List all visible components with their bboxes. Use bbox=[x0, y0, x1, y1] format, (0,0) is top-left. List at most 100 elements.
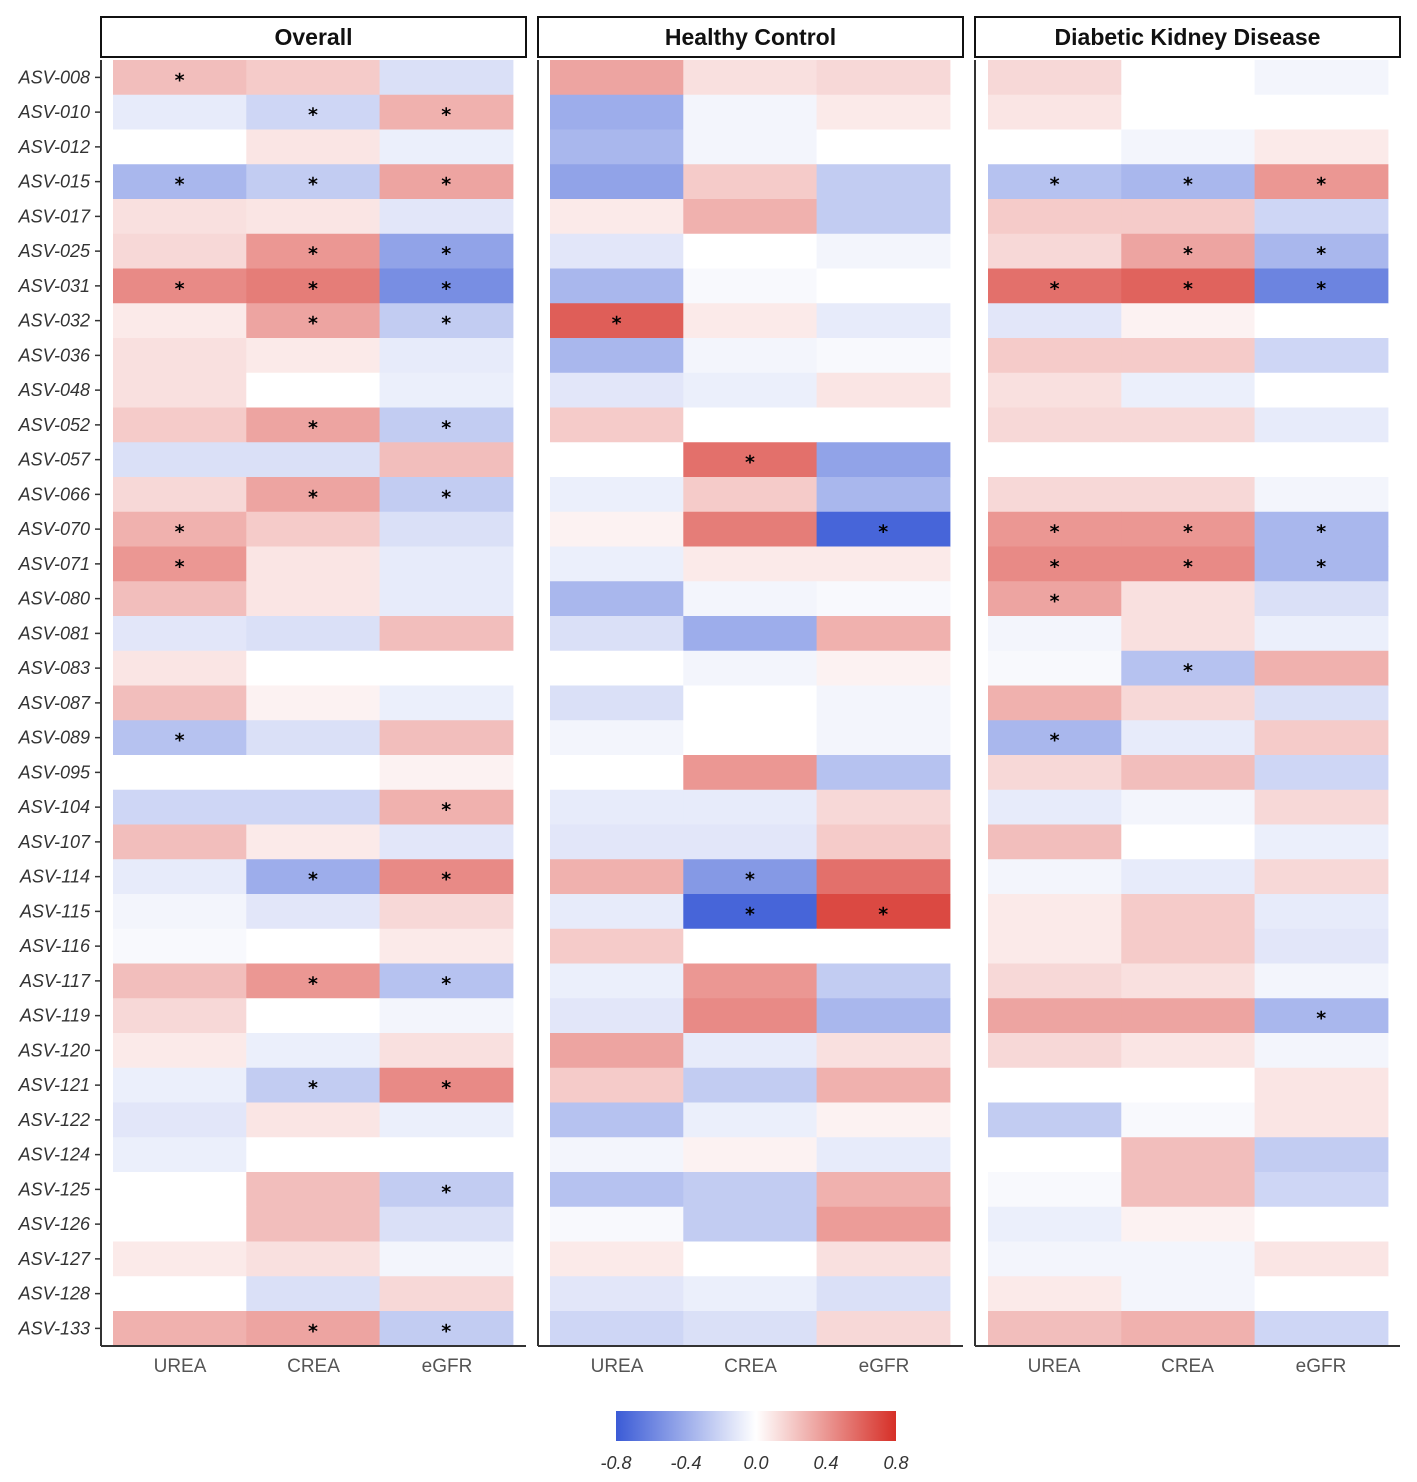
significance-marker: * bbox=[308, 973, 318, 995]
heatmap-cell bbox=[683, 824, 818, 860]
heatmap-cell bbox=[1121, 511, 1256, 547]
y-tick-label: ASV-008 bbox=[18, 67, 90, 87]
heatmap-cell bbox=[550, 1102, 684, 1138]
significance-marker: * bbox=[441, 973, 451, 995]
heatmap-cell bbox=[988, 581, 1122, 617]
heatmap-cell bbox=[816, 1276, 951, 1312]
x-ticks-overall: UREA CREA eGFR bbox=[154, 1356, 473, 1377]
heatmap-cell bbox=[246, 1102, 381, 1138]
heatmap-cell bbox=[1121, 963, 1256, 999]
heatmap-cell bbox=[988, 720, 1122, 756]
significance-marker: * bbox=[1183, 174, 1193, 196]
heatmap-cell bbox=[683, 859, 818, 895]
significance-marker: * bbox=[308, 104, 318, 126]
heatmap-cell bbox=[988, 199, 1122, 235]
heatmap-cell bbox=[988, 407, 1122, 443]
heatmap-cell bbox=[1121, 60, 1256, 96]
heatmap-cell bbox=[1254, 94, 1389, 130]
heatmap-cell bbox=[1254, 1276, 1389, 1312]
y-tick-label: ASV-081 bbox=[18, 623, 90, 643]
heatmap-cell bbox=[816, 129, 951, 165]
heatmap-cell bbox=[379, 1033, 514, 1069]
significance-marker: * bbox=[878, 521, 888, 543]
heatmap-cell bbox=[113, 1206, 247, 1242]
significance-marker: * bbox=[441, 1181, 451, 1203]
y-tick-label: ASV-127 bbox=[18, 1249, 91, 1269]
heatmap-cell bbox=[1254, 233, 1389, 269]
heatmap-cell bbox=[683, 60, 818, 96]
heatmap-cell bbox=[1254, 1311, 1389, 1347]
heatmap-cell bbox=[550, 303, 684, 339]
heatmap-cell bbox=[816, 303, 951, 339]
significance-marker: * bbox=[1183, 521, 1193, 543]
heatmap-cell bbox=[988, 303, 1122, 339]
heatmap-cell bbox=[1254, 268, 1389, 304]
color-legend-tick-label: -0.8 bbox=[600, 1453, 631, 1473]
heatmap-cell bbox=[379, 199, 514, 235]
significance-marker: * bbox=[441, 313, 451, 335]
heatmap-cell bbox=[816, 1102, 951, 1138]
heatmap-cell bbox=[246, 1206, 381, 1242]
color-legend-tick-label: 0.8 bbox=[883, 1453, 908, 1473]
heatmap-cell bbox=[683, 407, 818, 443]
heatmap-cell bbox=[1121, 928, 1256, 964]
heatmap-cell bbox=[550, 1067, 684, 1103]
heatmap-cell bbox=[379, 94, 514, 130]
heatmap-cell bbox=[683, 789, 818, 825]
heatmap-cell bbox=[988, 338, 1122, 374]
heatmap-cell bbox=[113, 1311, 247, 1347]
y-tick-label: ASV-133 bbox=[18, 1318, 90, 1338]
heatmap-cell bbox=[988, 1311, 1122, 1347]
heatmap-cell bbox=[113, 755, 247, 791]
heatmap-cell bbox=[379, 129, 514, 165]
significance-marker: * bbox=[441, 869, 451, 891]
heatmap-cell bbox=[683, 1033, 818, 1069]
heatmap-cell bbox=[379, 789, 514, 825]
heatmap-cell bbox=[988, 755, 1122, 791]
y-tick-label: ASV-115 bbox=[19, 901, 91, 921]
x-tick-label: eGFR bbox=[859, 1356, 910, 1377]
heatmap-cell bbox=[683, 581, 818, 617]
heatmap-cell bbox=[379, 1241, 514, 1277]
heatmap-cell bbox=[246, 94, 381, 130]
heatmap-cell bbox=[550, 824, 684, 860]
heatmap-cell bbox=[1121, 129, 1256, 165]
heatmap-cell bbox=[683, 1172, 818, 1208]
heatmap-cell bbox=[550, 581, 684, 617]
heatmap-cell bbox=[550, 129, 684, 165]
heatmap-cell bbox=[550, 1206, 684, 1242]
significance-marker: * bbox=[1183, 556, 1193, 578]
heatmap-cell bbox=[113, 442, 247, 478]
heatmap-cell bbox=[246, 998, 381, 1034]
heatmap-cell bbox=[1254, 1206, 1389, 1242]
heatmap-cell bbox=[246, 1067, 381, 1103]
heatmap-cell bbox=[379, 407, 514, 443]
heatmap-cell bbox=[1254, 60, 1389, 96]
heatmap-cell bbox=[550, 407, 684, 443]
heatmap-cell bbox=[683, 511, 818, 547]
heatmap-cell bbox=[1254, 963, 1389, 999]
heatmap-cell bbox=[816, 650, 951, 686]
heatmap-cell bbox=[113, 650, 247, 686]
heatmap-cell bbox=[1254, 928, 1389, 964]
heatmap-cell bbox=[988, 1067, 1122, 1103]
y-tick-label: ASV-052 bbox=[18, 415, 90, 435]
heatmap-cell bbox=[683, 268, 818, 304]
heatmap-cell bbox=[113, 928, 247, 964]
heatmap-cell bbox=[988, 233, 1122, 269]
heatmap-cell bbox=[816, 233, 951, 269]
heatmap-cell bbox=[988, 1137, 1122, 1173]
y-tick-label: ASV-125 bbox=[18, 1179, 91, 1199]
heatmap-cell bbox=[683, 928, 818, 964]
color-legend-bar bbox=[616, 1411, 896, 1441]
heatmap-cell bbox=[683, 1206, 818, 1242]
heatmap-cell bbox=[988, 94, 1122, 130]
heatmap-cell bbox=[683, 1102, 818, 1138]
heatmap-cell bbox=[1254, 755, 1389, 791]
significance-marker: * bbox=[308, 174, 318, 196]
heatmap-cell bbox=[1254, 789, 1389, 825]
heatmap-cell bbox=[1254, 164, 1389, 200]
heatmap-cell bbox=[550, 963, 684, 999]
x-tick-label: CREA bbox=[287, 1356, 340, 1377]
heatmap-cell bbox=[1254, 894, 1389, 930]
